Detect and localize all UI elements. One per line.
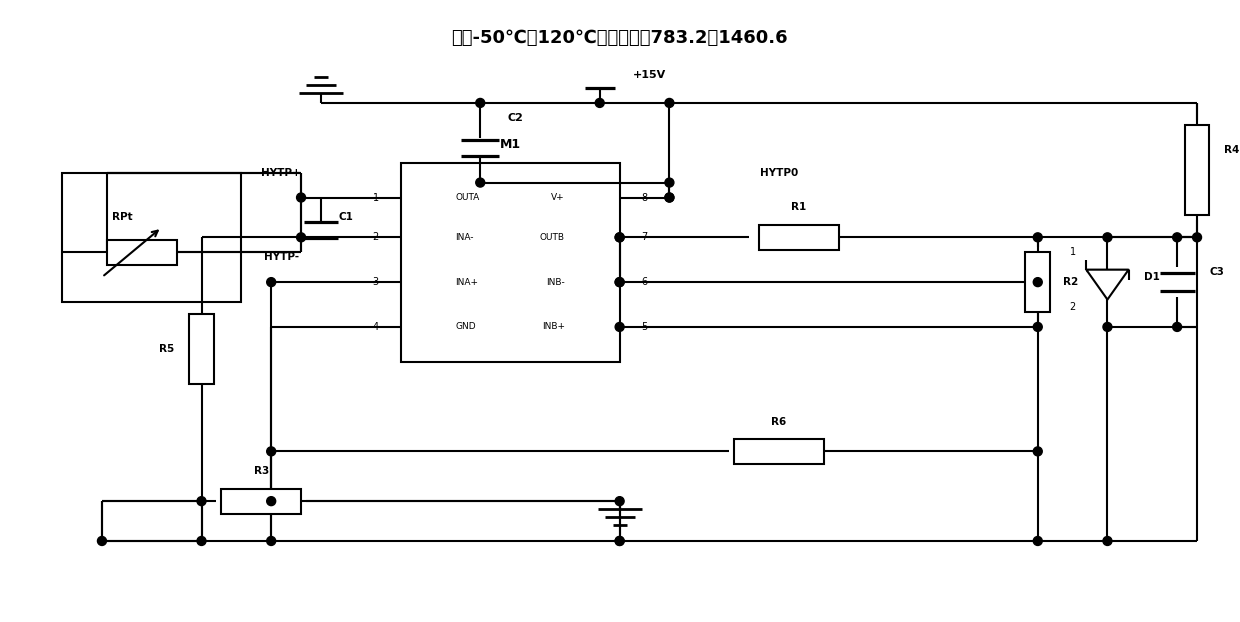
Text: R1: R1: [791, 203, 806, 213]
Bar: [1025, 253, 1050, 312]
Text: INB-: INB-: [546, 277, 565, 287]
Circle shape: [1102, 537, 1112, 545]
Text: 8: 8: [641, 193, 647, 203]
Polygon shape: [1086, 270, 1128, 300]
Circle shape: [98, 537, 107, 545]
Text: INB+: INB+: [542, 322, 565, 332]
Text: HYTP-: HYTP-: [264, 253, 299, 262]
Bar: [222, 489, 301, 514]
Text: INA-: INA-: [455, 233, 474, 242]
Text: INA+: INA+: [455, 277, 479, 287]
Text: C3: C3: [1209, 267, 1224, 277]
Bar: [188, 315, 215, 384]
Circle shape: [267, 447, 275, 456]
Text: RPt: RPt: [112, 213, 133, 223]
Circle shape: [1102, 322, 1112, 332]
Circle shape: [615, 322, 624, 332]
Text: M1: M1: [500, 138, 521, 151]
Circle shape: [296, 233, 305, 242]
Text: 4: 4: [373, 322, 378, 332]
Circle shape: [476, 98, 485, 108]
Text: 5: 5: [641, 322, 647, 332]
Text: 7: 7: [641, 233, 647, 243]
Circle shape: [197, 497, 206, 506]
Circle shape: [1033, 537, 1043, 545]
Text: 2: 2: [372, 233, 379, 243]
Circle shape: [665, 98, 673, 108]
Circle shape: [615, 233, 624, 242]
Circle shape: [615, 497, 624, 506]
Bar: [107, 240, 176, 265]
Circle shape: [615, 537, 624, 545]
Circle shape: [1033, 277, 1043, 287]
Circle shape: [267, 277, 275, 287]
Text: OUTB: OUTB: [539, 233, 565, 242]
Text: R5: R5: [159, 345, 175, 355]
Text: 采集-50℃～120℃，阻值范围783.2～1460.6: 采集-50℃～120℃，阻值范围783.2～1460.6: [451, 29, 787, 47]
Circle shape: [296, 193, 305, 202]
Text: R6: R6: [771, 417, 786, 427]
Bar: [401, 163, 620, 362]
Circle shape: [267, 537, 275, 545]
Circle shape: [1033, 322, 1043, 332]
Text: D1: D1: [1145, 272, 1161, 282]
Text: V+: V+: [552, 193, 565, 202]
Text: 6: 6: [641, 277, 647, 287]
Text: R2: R2: [1063, 277, 1079, 287]
Circle shape: [1193, 233, 1202, 242]
Circle shape: [615, 277, 624, 287]
Text: R3: R3: [254, 466, 269, 476]
Bar: [734, 439, 823, 464]
Circle shape: [615, 277, 624, 287]
Text: +15V: +15V: [632, 70, 666, 80]
Bar: [62, 173, 242, 302]
Text: R4: R4: [1224, 145, 1240, 156]
Circle shape: [476, 178, 485, 187]
Circle shape: [595, 98, 604, 108]
Circle shape: [197, 537, 206, 545]
Text: GND: GND: [455, 322, 476, 332]
Text: OUTA: OUTA: [455, 193, 480, 202]
Circle shape: [615, 233, 624, 242]
Circle shape: [665, 193, 673, 202]
Circle shape: [1102, 233, 1112, 242]
Circle shape: [615, 537, 624, 545]
Text: 3: 3: [373, 277, 378, 287]
Circle shape: [1033, 233, 1043, 242]
Circle shape: [267, 497, 275, 506]
Circle shape: [1033, 447, 1043, 456]
Text: C1: C1: [339, 213, 353, 223]
Text: 2: 2: [1069, 302, 1076, 312]
Text: C2: C2: [507, 113, 523, 123]
Circle shape: [1173, 322, 1182, 332]
Text: HYTP0: HYTP0: [760, 167, 799, 178]
Bar: [759, 225, 838, 250]
Circle shape: [1173, 233, 1182, 242]
Text: 1: 1: [1070, 248, 1075, 258]
Circle shape: [665, 178, 673, 187]
Circle shape: [665, 193, 673, 202]
Bar: [1184, 125, 1209, 215]
Text: 1: 1: [373, 193, 378, 203]
Text: HYTP+: HYTP+: [262, 167, 301, 178]
